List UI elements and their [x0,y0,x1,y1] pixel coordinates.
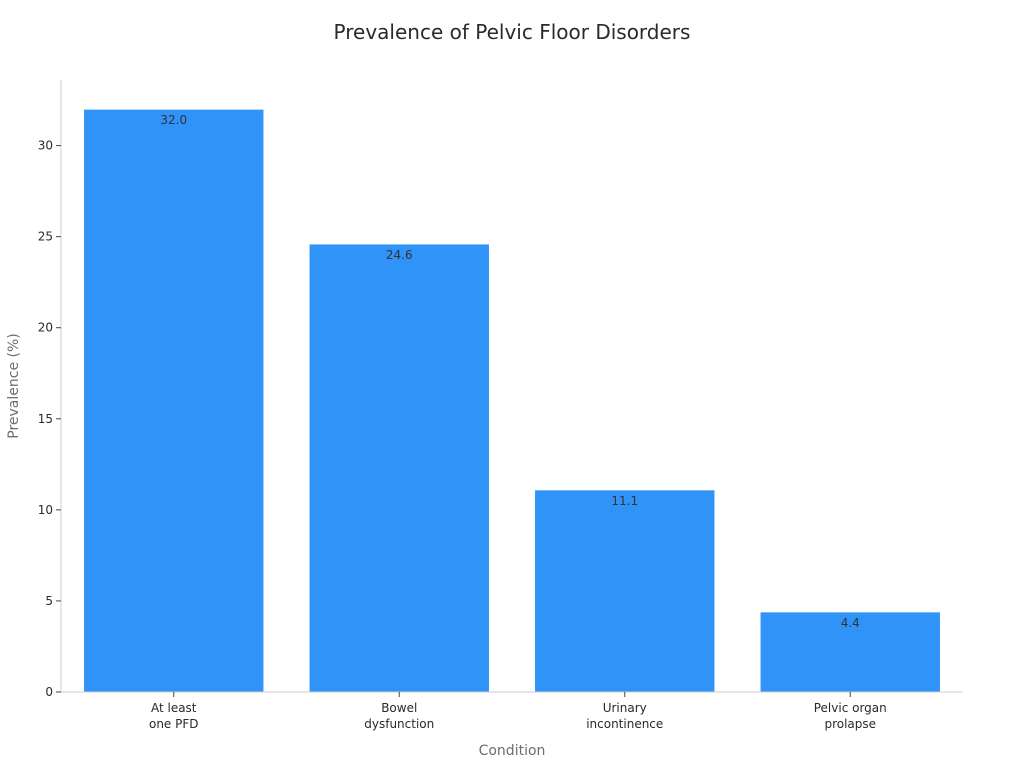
y-axis-title: Prevalence (%) [6,333,22,439]
bar-3 [759,611,941,693]
y-tick-label-5: 25 [38,230,53,244]
x-tick-label-2: Urinary incontinence [586,701,663,731]
x-tick-label-line: Urinary [603,701,647,715]
y-tick-label-4: 20 [38,321,53,335]
x-tick-label-line: prolapse [824,717,876,731]
x-tick-label-line: incontinence [586,717,663,731]
bars-layer [83,108,941,693]
value-labels-layer: 32.0 24.6 11.1 4.4 [160,113,859,630]
y-tick-label-3: 15 [38,412,53,426]
bar-1 [308,243,490,693]
bar-0 [83,108,265,693]
y-tick-label-1: 5 [45,594,53,608]
bar-value-label-3: 4.4 [841,616,860,630]
x-tick-label-1: Bowel dysfunction [364,701,434,731]
bar-2 [534,489,716,693]
x-tick-label-0: At least one PFD [149,701,199,731]
x-tick-label-line: At least [151,701,197,715]
axes-layer: 0 5 10 15 20 25 30 At least one PFD Bowel dysfunct… [38,80,963,731]
bar-value-label-0: 32.0 [160,113,187,127]
x-tick-label-line: dysfunction [364,717,434,731]
bar-value-label-1: 24.6 [386,248,413,262]
x-axis-title: Condition [479,743,546,759]
y-tick-label-0: 0 [45,685,53,699]
y-tick-label-2: 10 [38,503,53,517]
chart-title: Prevalence of Pelvic Floor Disorders [334,20,691,44]
x-tick-label-line: one PFD [149,717,199,731]
x-tick-label-line: Pelvic organ [814,701,887,715]
x-tick-label-3: Pelvic organ prolapse [814,701,887,731]
bar-value-label-2: 11.1 [611,494,638,508]
y-tick-label-6: 30 [38,139,53,153]
x-tick-label-line: Bowel [381,701,417,715]
